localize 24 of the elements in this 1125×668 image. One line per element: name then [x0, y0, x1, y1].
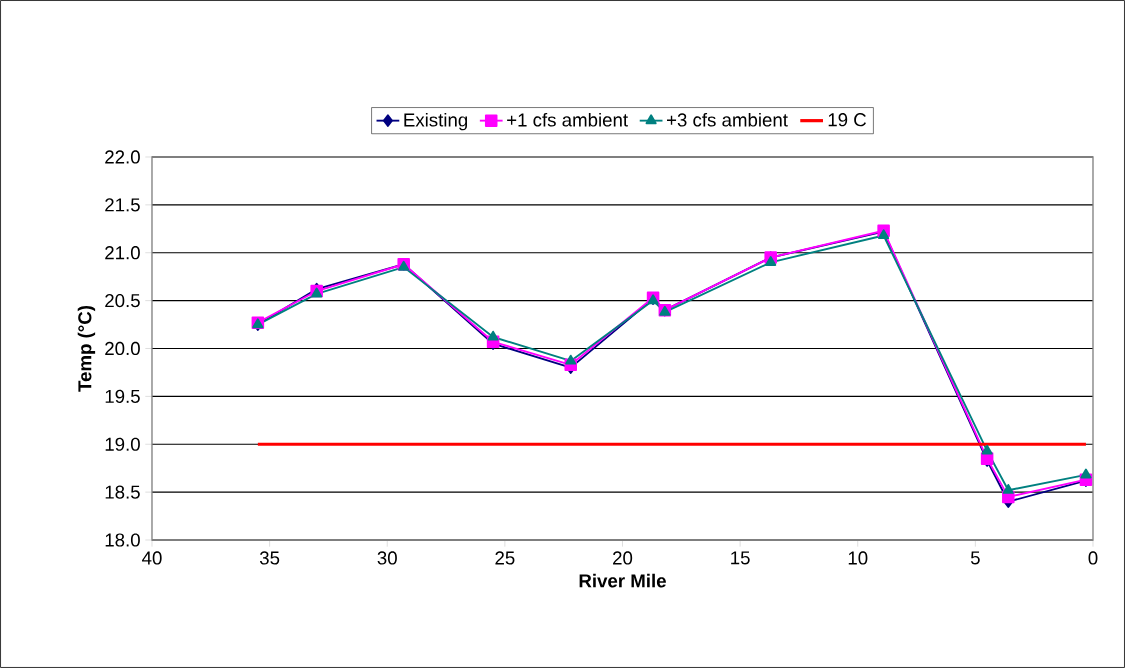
y-tick-label: 18.5 [105, 485, 140, 499]
x-tick-label: 40 [142, 551, 162, 565]
y-tick-label: 18.0 [105, 533, 140, 547]
x-tick-label: 30 [377, 551, 397, 565]
x-tick-label: 35 [259, 551, 280, 565]
x-tick-label: 10 [848, 551, 868, 565]
legend-label: +3 cfs ambient [667, 112, 788, 127]
y-axis-title: Temp (°C) [77, 305, 96, 392]
legend-label: Existing [404, 112, 468, 131]
y-tick-label: 22.0 [105, 150, 140, 164]
x-tick-label: 0 [1088, 551, 1098, 565]
legend-label: +1 cfs ambient [507, 112, 628, 127]
y-tick-label: 20.0 [105, 341, 140, 356]
y-tick-label: 19.5 [105, 389, 140, 403]
y-tick-label: 21.0 [105, 246, 140, 260]
x-tick-label: 5 [970, 551, 980, 565]
x-tick-label: 20 [613, 551, 633, 565]
x-tick-label: 15 [731, 551, 750, 565]
legend-label: 19 C [828, 113, 866, 127]
y-tick-label: 20.5 [105, 294, 140, 308]
x-tick-label: 25 [495, 551, 515, 565]
x-axis-title: River Mile [579, 573, 666, 588]
y-tick-label: 21.5 [105, 198, 140, 212]
y-tick-label: 19.0 [105, 437, 140, 451]
